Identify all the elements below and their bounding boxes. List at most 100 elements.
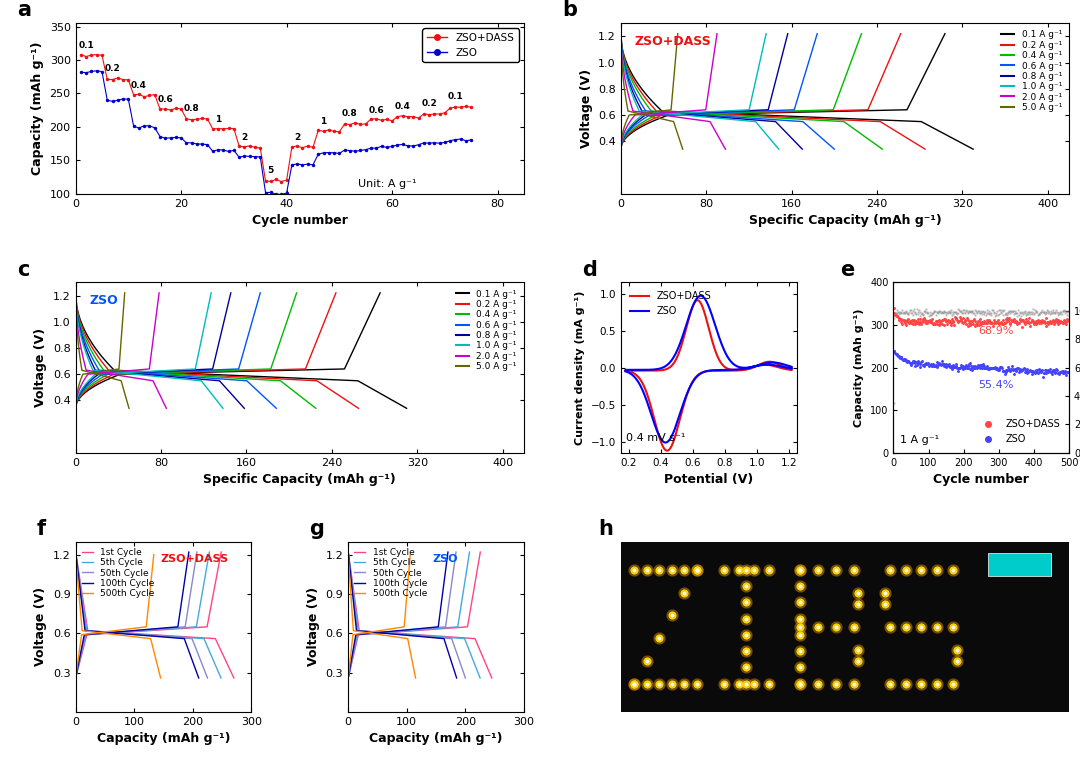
- Text: 55.4%: 55.4%: [977, 380, 1013, 390]
- Point: [924, 307, 942, 319]
- 100th Cycle: [401, 625, 414, 635]
- 500th Cycle: [116, 625, 129, 635]
- Point: [953, 361, 970, 373]
- Point: [996, 365, 1013, 378]
- Point: [949, 316, 967, 328]
- Point: [1010, 317, 1027, 330]
- Point: [1028, 306, 1045, 318]
- Point: [1038, 312, 1055, 324]
- Point: [896, 353, 914, 365]
- Point: [971, 362, 988, 375]
- Point: [968, 318, 985, 330]
- 1st Cycle: [461, 620, 474, 629]
- Point: [924, 358, 942, 371]
- Point: [1058, 309, 1076, 321]
- Point: [954, 307, 971, 320]
- Point: [1023, 365, 1040, 378]
- Point: [1010, 365, 1027, 378]
- Point: [931, 317, 948, 329]
- Point: [889, 310, 906, 323]
- Point: [931, 357, 948, 369]
- Point: [1003, 314, 1021, 327]
- 50th Cycle: [433, 623, 446, 632]
- 100th Cycle: [138, 625, 151, 634]
- Point: [1037, 367, 1054, 379]
- Point: [984, 362, 1001, 375]
- Point: [987, 361, 1004, 374]
- Point: [901, 357, 918, 369]
- Point: [889, 307, 906, 319]
- 1st Cycle: [215, 547, 228, 557]
- Point: [1014, 314, 1031, 327]
- Point: [956, 361, 973, 374]
- Point: [932, 315, 949, 327]
- Point: [1007, 305, 1024, 317]
- Point: [1023, 306, 1040, 318]
- Point: [1025, 307, 1042, 320]
- Point: [1055, 313, 1072, 326]
- Point: [998, 364, 1015, 376]
- 100th Cycle: [69, 672, 82, 681]
- Y-axis label: Current density (mA g⁻¹): Current density (mA g⁻¹): [575, 290, 585, 445]
- 5th Cycle: [416, 625, 429, 634]
- Point: [1053, 316, 1070, 328]
- Point: [943, 361, 960, 373]
- Point: [1058, 313, 1076, 325]
- Point: [889, 350, 906, 362]
- Point: [1032, 317, 1050, 329]
- Point: [1008, 310, 1025, 322]
- Point: [961, 307, 978, 319]
- Text: f: f: [37, 519, 46, 539]
- Point: [929, 315, 946, 327]
- Point: [930, 359, 947, 372]
- Point: [1029, 366, 1047, 378]
- Point: [982, 361, 999, 374]
- 5th Cycle: [190, 620, 203, 629]
- Line: 50th Cycle: 50th Cycle: [348, 552, 456, 678]
- Point: [1056, 366, 1074, 378]
- 100th Cycle: [403, 625, 416, 634]
- Point: [1018, 367, 1036, 379]
- Point: [903, 358, 920, 371]
- Point: [951, 358, 969, 371]
- Point: [1051, 368, 1068, 380]
- Point: [991, 317, 1009, 330]
- 1st Cycle: [453, 623, 465, 632]
- Point: [1053, 365, 1070, 378]
- Point: [942, 361, 959, 374]
- Point: [891, 307, 908, 320]
- Point: [962, 306, 980, 318]
- Point: [1026, 366, 1043, 378]
- Point: [980, 314, 997, 327]
- Point: [931, 305, 948, 317]
- 500th Cycle: [380, 625, 393, 634]
- Point: [993, 316, 1010, 328]
- 5th Cycle: [203, 547, 216, 557]
- Point: [999, 364, 1016, 376]
- Point: [968, 318, 985, 330]
- Point: [917, 358, 934, 370]
- Point: [954, 362, 971, 375]
- 50th Cycle: [141, 625, 154, 635]
- Point: [1021, 312, 1038, 324]
- Point: [1024, 365, 1041, 377]
- Point: [954, 304, 971, 317]
- Point: [976, 306, 994, 318]
- Point: [1054, 305, 1071, 317]
- Point: [1048, 304, 1065, 317]
- Point: [958, 317, 975, 330]
- Point: [916, 313, 933, 326]
- Point: [892, 351, 909, 363]
- Point: [1048, 362, 1065, 375]
- Point: [908, 359, 926, 372]
- Point: [929, 306, 946, 318]
- Point: [932, 307, 949, 319]
- 50th Cycle: [172, 623, 185, 632]
- Point: [1040, 316, 1057, 328]
- Point: [1056, 307, 1074, 319]
- Line: 5th Cycle: 5th Cycle: [348, 552, 470, 678]
- Point: [900, 313, 917, 326]
- Point: [1028, 364, 1045, 376]
- Point: [1026, 317, 1043, 329]
- 50th Cycle: [141, 625, 154, 635]
